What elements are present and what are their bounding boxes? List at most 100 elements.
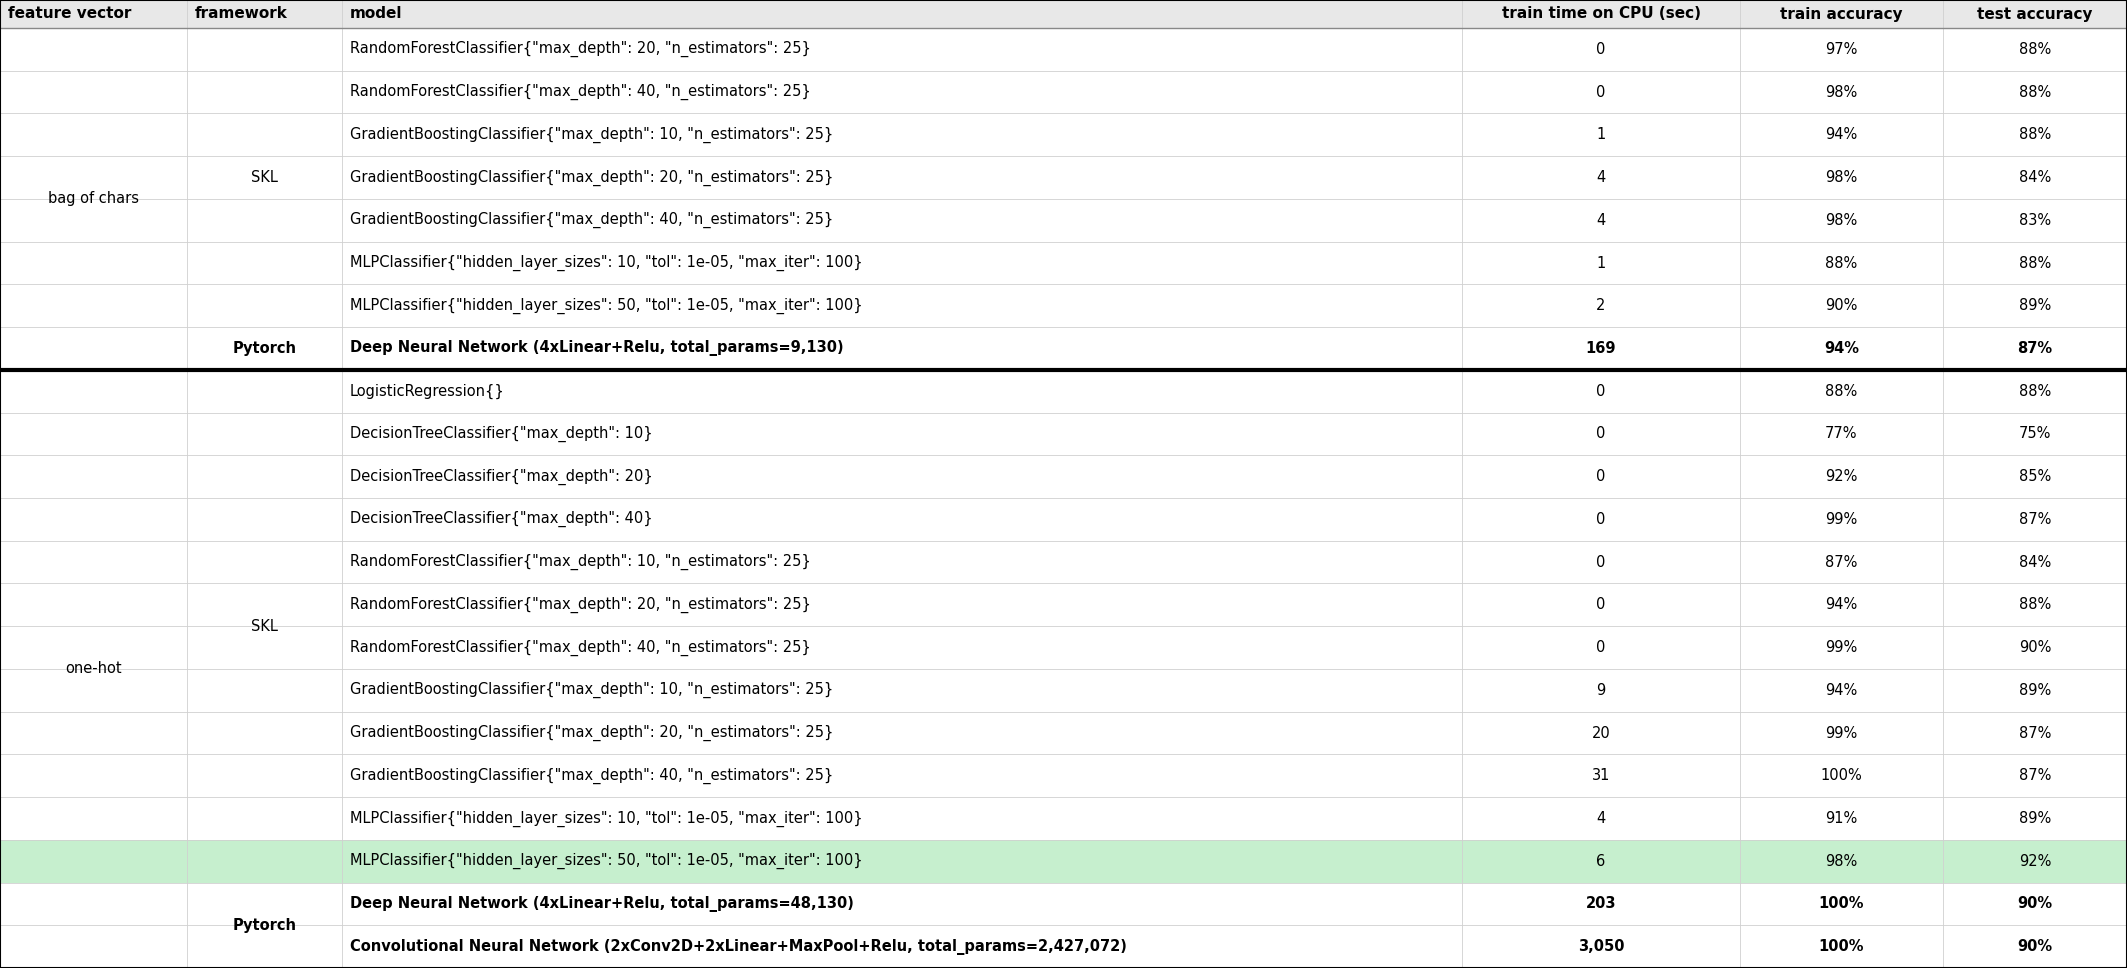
Text: 0: 0 [1595,427,1606,441]
Text: 94%: 94% [1825,682,1857,698]
Bar [0,669,2127,711]
Bar [0,925,2127,968]
Bar [0,584,2127,626]
Text: RandomForestClassifier{"max_depth": 40, "n_estimators": 25}: RandomForestClassifier{"max_depth": 40, … [351,640,810,655]
Bar [0,327,2127,370]
Bar [0,455,2127,498]
Text: 88%: 88% [1825,383,1857,399]
Bar [0,883,2127,925]
Text: 1: 1 [1597,128,1606,142]
Text: 0: 0 [1595,640,1606,655]
Text: 88%: 88% [2019,256,2050,270]
Text: 99%: 99% [1825,512,1857,527]
Text: 87%: 87% [2016,341,2053,356]
Text: 100%: 100% [1819,896,1863,912]
Text: DecisionTreeClassifier{"max_depth": 40}: DecisionTreeClassifier{"max_depth": 40} [351,511,653,528]
Text: 169: 169 [1587,341,1617,356]
Bar [0,71,2127,113]
Text: RandomForestClassifier{"max_depth": 40, "n_estimators": 25}: RandomForestClassifier{"max_depth": 40, … [351,84,810,101]
Bar [0,0,2127,28]
Text: DecisionTreeClassifier{"max_depth": 20}: DecisionTreeClassifier{"max_depth": 20} [351,469,653,485]
Text: model: model [351,7,402,21]
Text: bag of chars: bag of chars [49,192,138,206]
Text: 87%: 87% [1825,555,1857,569]
Bar [0,711,2127,754]
Text: 84%: 84% [2019,555,2050,569]
Text: 98%: 98% [1825,213,1857,227]
Text: 0: 0 [1595,512,1606,527]
Text: train time on CPU (sec): train time on CPU (sec) [1502,7,1699,21]
Text: DecisionTreeClassifier{"max_depth": 10}: DecisionTreeClassifier{"max_depth": 10} [351,426,653,442]
Text: train accuracy: train accuracy [1780,7,1904,21]
Text: SKL: SKL [251,170,279,185]
Text: RandomForestClassifier{"max_depth": 10, "n_estimators": 25}: RandomForestClassifier{"max_depth": 10, … [351,554,810,570]
Text: 0: 0 [1595,597,1606,613]
Text: 89%: 89% [2019,298,2050,314]
Text: 3,050: 3,050 [1578,939,1625,954]
Text: 9: 9 [1597,682,1606,698]
Text: 94%: 94% [1825,341,1859,356]
Text: 90%: 90% [2016,939,2053,954]
Bar [0,498,2127,541]
Bar [0,113,2127,156]
Text: 83%: 83% [2019,213,2050,227]
Text: 100%: 100% [1819,939,1863,954]
Text: LogisticRegression{}: LogisticRegression{} [351,383,504,399]
Text: 88%: 88% [2019,84,2050,100]
Text: 203: 203 [1587,896,1617,912]
Text: 88%: 88% [2019,383,2050,399]
Text: 87%: 87% [2019,512,2050,527]
Bar [0,797,2127,840]
Text: 90%: 90% [2016,896,2053,912]
Text: 99%: 99% [1825,725,1857,741]
Text: 1: 1 [1597,256,1606,270]
Text: 77%: 77% [1825,427,1857,441]
Text: 89%: 89% [2019,682,2050,698]
Bar [0,626,2127,669]
Text: 87%: 87% [2019,725,2050,741]
Text: 91%: 91% [1825,811,1857,826]
Text: Pytorch: Pytorch [232,918,296,933]
Text: GradientBoostingClassifier{"max_depth": 40, "n_estimators": 25}: GradientBoostingClassifier{"max_depth": … [351,212,834,228]
Text: 98%: 98% [1825,84,1857,100]
Text: 0: 0 [1595,84,1606,100]
Text: 0: 0 [1595,383,1606,399]
Bar [0,156,2127,198]
Text: Deep Neural Network (4xLinear+Relu, total_params=9,130): Deep Neural Network (4xLinear+Relu, tota… [351,341,844,356]
Text: 88%: 88% [2019,42,2050,57]
Text: 20: 20 [1591,725,1610,741]
Text: 97%: 97% [1825,42,1857,57]
Text: 94%: 94% [1825,597,1857,613]
Text: Pytorch: Pytorch [232,341,296,356]
Text: RandomForestClassifier{"max_depth": 20, "n_estimators": 25}: RandomForestClassifier{"max_depth": 20, … [351,596,810,613]
Text: 88%: 88% [1825,256,1857,270]
Text: test accuracy: test accuracy [1978,7,2093,21]
Text: Convolutional Neural Network (2xConv2D+2xLinear+MaxPool+Relu, total_params=2,427: Convolutional Neural Network (2xConv2D+2… [351,939,1127,954]
Text: 90%: 90% [2019,640,2050,655]
Text: GradientBoostingClassifier{"max_depth": 40, "n_estimators": 25}: GradientBoostingClassifier{"max_depth": … [351,768,834,784]
Text: 4: 4 [1597,811,1606,826]
Text: 75%: 75% [2019,427,2050,441]
Text: 92%: 92% [2019,854,2050,868]
Text: 98%: 98% [1825,854,1857,868]
Text: 0: 0 [1595,555,1606,569]
Text: 98%: 98% [1825,170,1857,185]
Bar [0,840,2127,883]
Text: 0: 0 [1595,42,1606,57]
Text: GradientBoostingClassifier{"max_depth": 20, "n_estimators": 25}: GradientBoostingClassifier{"max_depth": … [351,725,834,741]
Bar [0,541,2127,584]
Text: MLPClassifier{"hidden_layer_sizes": 10, "tol": 1e-05, "max_iter": 100}: MLPClassifier{"hidden_layer_sizes": 10, … [351,810,864,827]
Bar [0,242,2127,285]
Text: 85%: 85% [2019,469,2050,484]
Text: 0: 0 [1595,469,1606,484]
Bar [0,754,2127,797]
Bar [0,198,2127,242]
Text: GradientBoostingClassifier{"max_depth": 10, "n_estimators": 25}: GradientBoostingClassifier{"max_depth": … [351,127,834,143]
Text: 88%: 88% [2019,128,2050,142]
Text: MLPClassifier{"hidden_layer_sizes": 50, "tol": 1e-05, "max_iter": 100}: MLPClassifier{"hidden_layer_sizes": 50, … [351,297,864,314]
Text: 92%: 92% [1825,469,1857,484]
Text: 88%: 88% [2019,597,2050,613]
Bar [0,370,2127,412]
Text: MLPClassifier{"hidden_layer_sizes": 50, "tol": 1e-05, "max_iter": 100}: MLPClassifier{"hidden_layer_sizes": 50, … [351,853,864,869]
Text: MLPClassifier{"hidden_layer_sizes": 10, "tol": 1e-05, "max_iter": 100}: MLPClassifier{"hidden_layer_sizes": 10, … [351,255,864,271]
